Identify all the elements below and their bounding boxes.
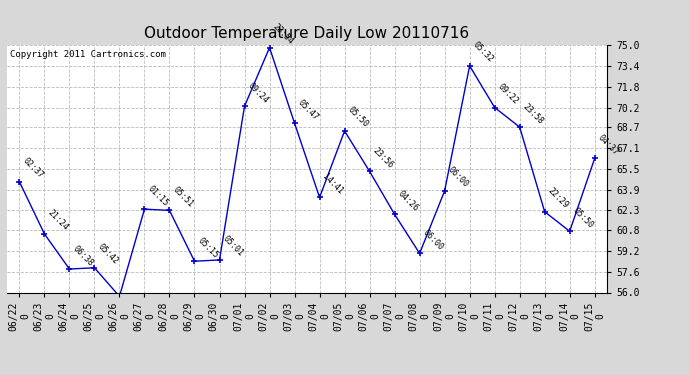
Text: 06:00: 06:00	[421, 228, 445, 252]
Text: Copyright 2011 Cartronics.com: Copyright 2011 Cartronics.com	[10, 50, 166, 59]
Text: 23:56: 23:56	[371, 146, 395, 170]
Text: 05:47: 05:47	[296, 98, 320, 122]
Text: 23:58: 23:58	[521, 102, 545, 126]
Text: 05:15: 05:15	[196, 236, 220, 260]
Text: 23:54: 23:54	[271, 22, 295, 46]
Text: 09:24: 09:24	[246, 81, 270, 105]
Text: 06:00: 06:00	[446, 165, 470, 189]
Text: 05:42: 05:42	[96, 242, 120, 266]
Text: 04:37: 04:37	[596, 133, 620, 157]
Text: 05:50: 05:50	[346, 105, 370, 130]
Text: 02:37: 02:37	[21, 156, 45, 180]
Text: 22:29: 22:29	[546, 186, 570, 210]
Text: 06:38: 06:38	[71, 244, 95, 268]
Text: 04:26: 04:26	[396, 189, 420, 213]
Text: 01:15: 01:15	[146, 184, 170, 208]
Text: 05:01: 05:01	[221, 234, 245, 258]
Text: 21:24: 21:24	[46, 209, 70, 232]
Text: 05:50: 05:50	[571, 206, 595, 230]
Text: 05:26: 05:26	[0, 374, 1, 375]
Text: 09:22: 09:22	[496, 82, 520, 106]
Text: 05:32: 05:32	[471, 40, 495, 64]
Text: 14:41: 14:41	[321, 172, 345, 196]
Text: 05:51: 05:51	[171, 185, 195, 209]
Title: Outdoor Temperature Daily Low 20110716: Outdoor Temperature Daily Low 20110716	[144, 26, 470, 41]
